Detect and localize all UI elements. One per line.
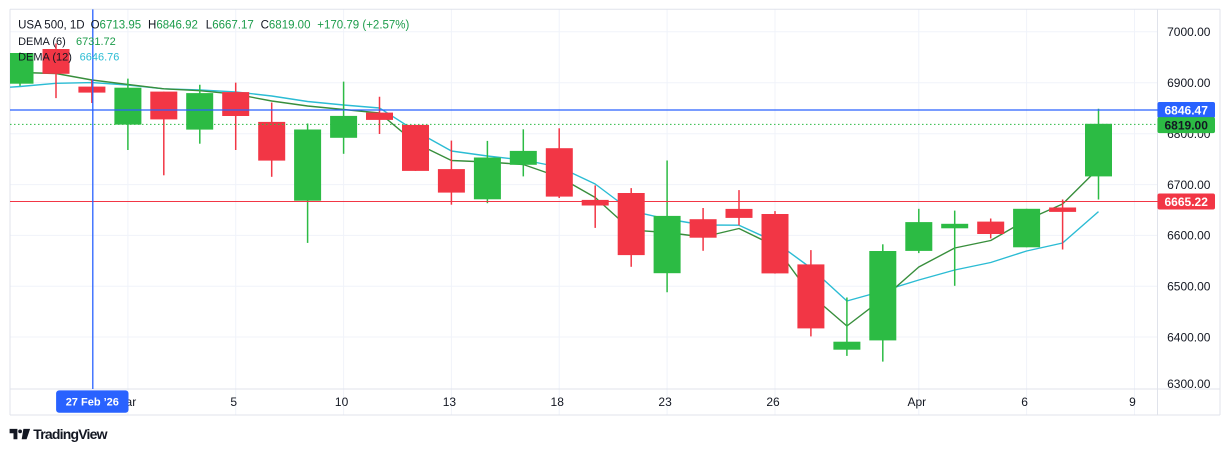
svg-text:6819.00: 6819.00: [1165, 118, 1209, 132]
svg-text:DEMA (12): DEMA (12): [18, 52, 72, 64]
svg-text:USA 500, 1D: USA 500, 1D: [18, 20, 84, 32]
svg-text:27 Feb ’26: 27 Feb ’26: [66, 397, 119, 409]
svg-text:26: 26: [766, 395, 780, 409]
svg-text:6600.00: 6600.00: [1167, 229, 1211, 243]
svg-text:18: 18: [551, 395, 565, 409]
svg-text:C6819.00: C6819.00: [261, 20, 311, 32]
svg-text:O6713.95: O6713.95: [91, 20, 142, 32]
svg-text:7000.00: 7000.00: [1167, 25, 1211, 39]
svg-text:6900.00: 6900.00: [1167, 76, 1211, 90]
svg-text:6: 6: [1021, 395, 1028, 409]
svg-text:13: 13: [443, 395, 457, 409]
svg-text:9: 9: [1129, 395, 1136, 409]
svg-text:6400.00: 6400.00: [1167, 330, 1211, 344]
svg-text:6500.00: 6500.00: [1167, 280, 1211, 294]
svg-text:6300.00: 6300.00: [1167, 377, 1211, 391]
svg-text:+170.79 (+2.57%): +170.79 (+2.57%): [317, 20, 409, 32]
svg-text:6700.00: 6700.00: [1167, 178, 1211, 192]
svg-text:23: 23: [658, 395, 672, 409]
svg-text:10: 10: [335, 395, 349, 409]
svg-text:TradingView: TradingView: [33, 426, 107, 442]
svg-text:DEMA (6): DEMA (6): [18, 36, 66, 48]
svg-text:6846.47: 6846.47: [1165, 103, 1209, 117]
svg-text:Apr: Apr: [907, 395, 926, 409]
svg-text:6731.72: 6731.72: [76, 36, 116, 48]
svg-text:6665.22: 6665.22: [1165, 195, 1209, 209]
svg-text:L6667.17: L6667.17: [206, 20, 254, 32]
svg-text:H6846.92: H6846.92: [148, 20, 198, 32]
svg-text:5: 5: [230, 395, 237, 409]
svg-text:6646.76: 6646.76: [80, 52, 120, 64]
